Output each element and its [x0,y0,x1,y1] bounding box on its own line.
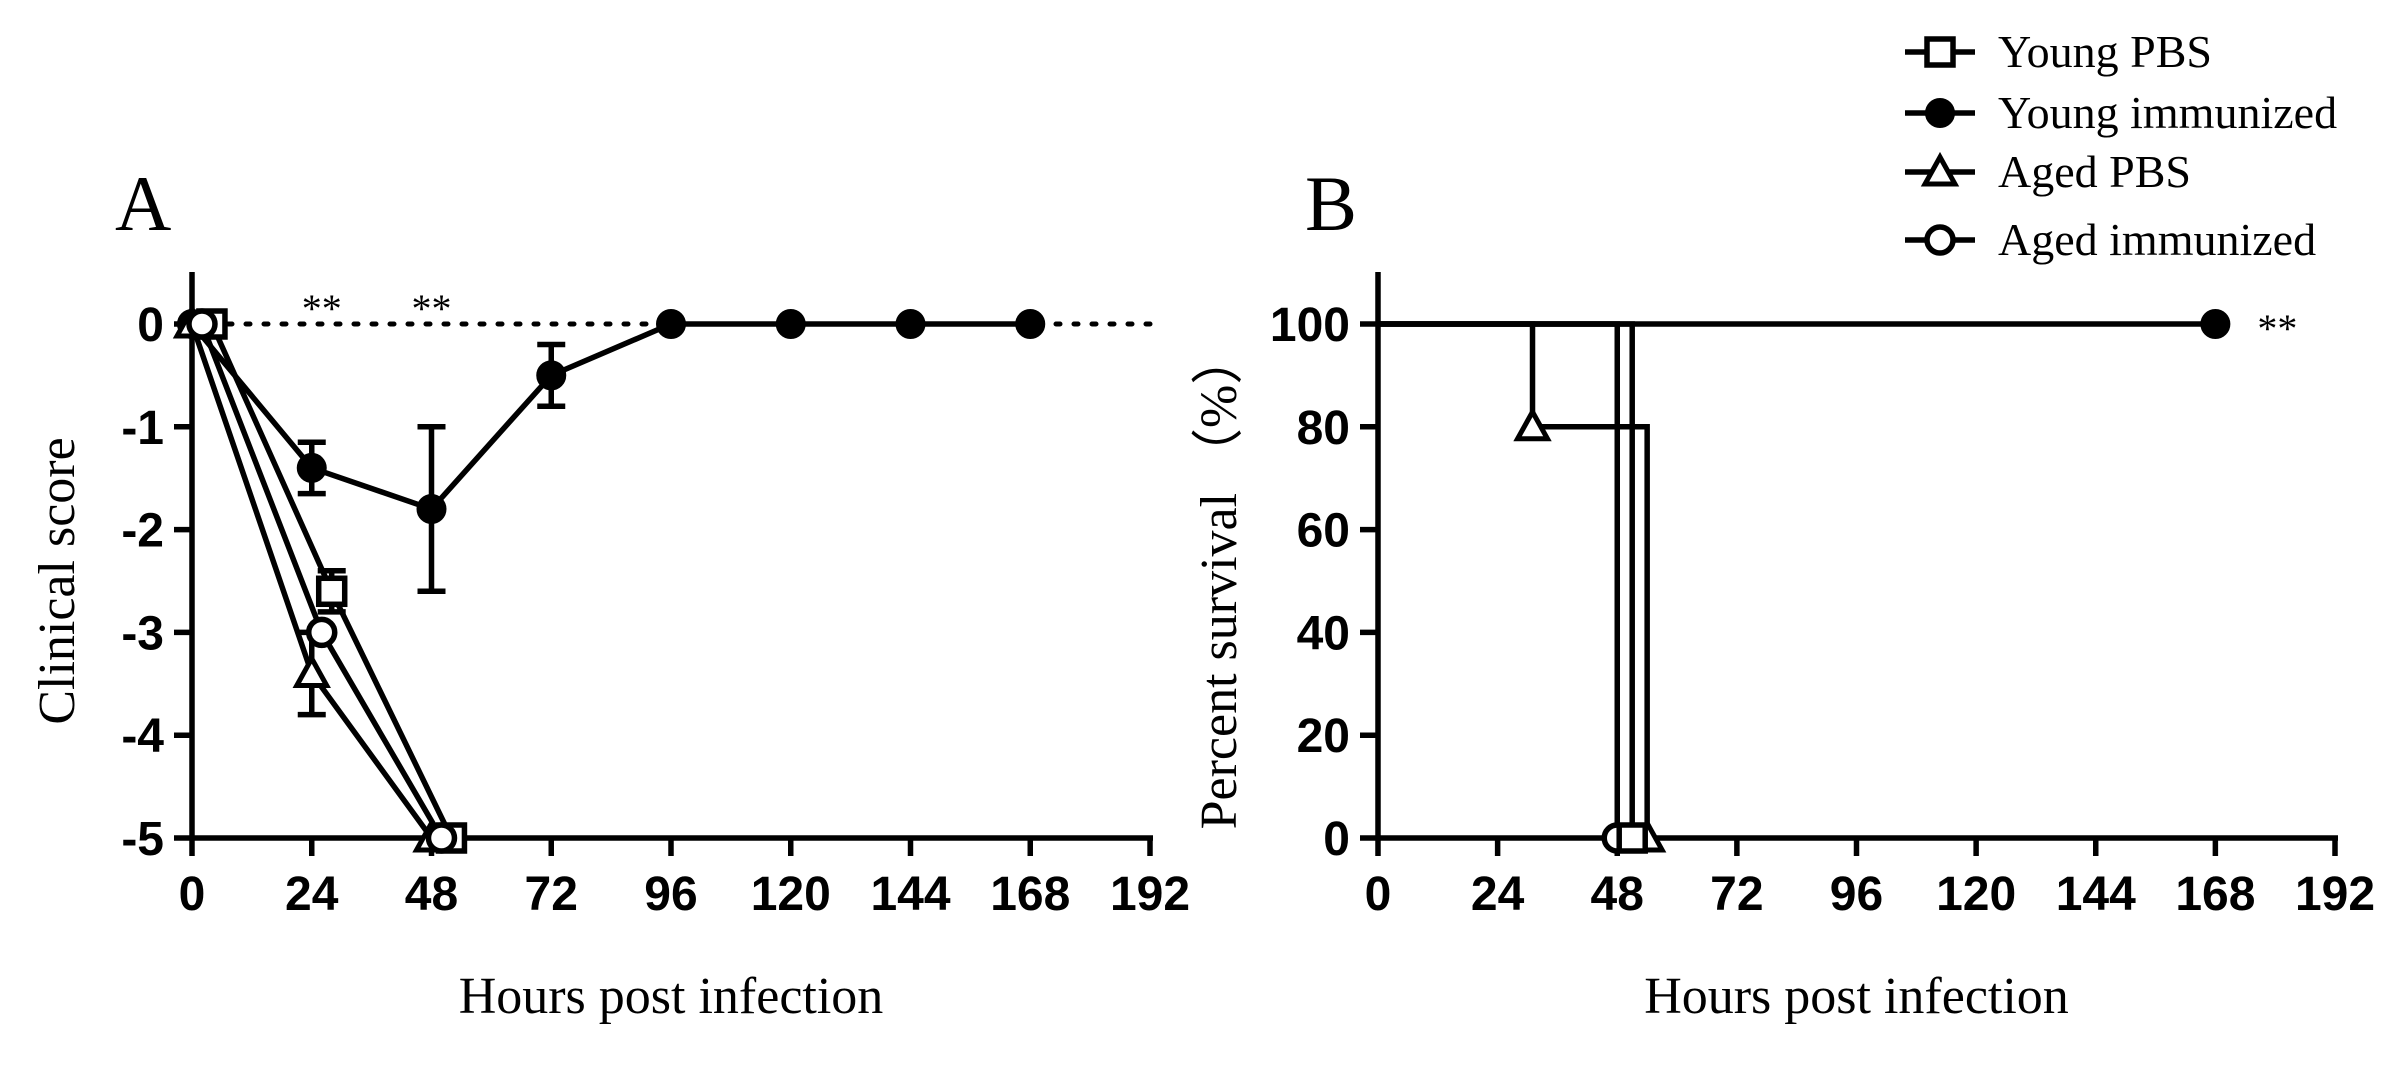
panel-a-x-tick-label: 120 [751,868,831,921]
panel-a-x-tick-label: 48 [405,868,458,921]
panel-b-y-tick-label: 80 [1297,402,1350,455]
legend-label: Aged immunized [1998,214,2316,265]
panel-a-x-tick-label: 24 [285,868,339,921]
panel-b-series-aged-immunized-line [1378,321,1620,838]
legend-item: Aged PBS [1905,146,2191,197]
panel-b-x-tick-label: 96 [1830,868,1883,921]
legend-label: Young PBS [1998,26,2212,77]
panel-a-x-tick-label: 192 [1110,868,1190,921]
panel-a-series-aged-pbs-point [292,653,331,688]
panel-b-significance-label: ** [2257,306,2297,351]
panel-b-x-tick-label: 192 [2295,868,2375,921]
legend-label: Young immunized [1998,87,2337,138]
panel-a-y-axis-title: Clinical score [29,437,86,724]
panel-a-series-young-immunized [177,309,1046,595]
panel-a-series-young-pbs [196,308,468,854]
panel-a-x-tick-label: 0 [179,868,206,921]
panel-a-chart: A 0 24 48 72 96 120 144 168 192 0 -1 -2 -3 -4 -5 Hours p… [29,160,1190,1025]
panel-a-series-young-immunized-point [656,309,686,339]
panel-a-y-tick-label: -2 [121,505,164,558]
panel-b-x-axis-title: Hours post infection [1644,968,2069,1025]
panel-a-significance-label: ** [302,286,342,331]
panel-b-series-aged-immunized [1378,321,1633,854]
panel-a-series-young-pbs-point [315,575,348,608]
legend-item: Young immunized [1905,87,2337,138]
panel-a-y-tick-label: -5 [121,813,164,866]
panel-b-series-young-immunized-point [2200,309,2231,339]
panel-b-y-tick-label: 40 [1297,607,1350,660]
panel-b-x-tick-label: 24 [1471,868,1525,921]
panel-b-x-tick-label: 144 [2056,868,2136,921]
panel-b-y-tick-label: 60 [1297,505,1350,558]
panel-b-series-aged-pbs-point [1513,406,1552,442]
legend-marker [1920,151,1960,187]
panel-a-series-young-immunized-point [536,360,567,391]
panel-b-x-tick-label: 72 [1710,868,1763,921]
panel-a-series-aged-immunized-point [186,308,218,340]
panel-b-y-tick-label: 20 [1297,710,1350,763]
panel-b-y-axis-title: Percent survival （%） [1191,333,1248,830]
panel-b-series-young-pbs-point [1616,822,1648,854]
panel-a-series-young-immunized-point [1015,309,1046,339]
panel-b-x-tick-label: 120 [1936,868,2016,921]
legend-item: Aged immunized [1905,214,2316,265]
panel-a-letter: A [115,160,171,247]
panel-a-x-tick-label: 72 [525,868,578,921]
panel-b-letter: B [1305,160,1357,247]
legend-item: Young PBS [1905,26,2212,77]
panel-b-x-tick-label: 0 [1365,868,1392,921]
panel-a-x-tick-label: 96 [644,868,697,921]
panel-b-chart: B 0 24 48 72 96 120 144 168 192 100 80 60 40 20 0 Hours … [1191,160,2375,1025]
panel-b-y-tick-label: 0 [1323,813,1350,866]
legend-label: Aged PBS [1998,146,2191,197]
panel-a-series-young-immunized-point [416,494,447,525]
panel-a-series-aged-pbs [172,303,451,853]
legend: Young PBS Young immunized Aged PBS Aged imm… [1905,26,2337,265]
panel-a-significance-label: ** [412,286,452,331]
panel-a-x-tick-label: 144 [870,868,950,921]
panel-a-series-young-immunized-point [296,452,327,483]
panel-a-x-axis-title: Hours post infection [459,968,884,1025]
panel-b-y-tick-label: 100 [1270,299,1350,352]
panel-b-x-tick-label: 48 [1591,868,1644,921]
legend-marker [1924,224,1956,256]
panel-b-series-aged-pbs-line [1378,321,1650,838]
panel-a-series-aged-immunized-point [425,822,458,854]
legend-marker [1924,36,1956,68]
panel-a-series-young-immunized-point [895,309,926,339]
panel-a-series-young-immunized-line [189,321,1031,513]
legend-marker [1925,98,1955,128]
panel-b-series-young-pbs [1378,321,1648,854]
panel-a-y-tick-label: -3 [121,607,164,660]
panel-b-x-tick-label: 168 [2175,868,2255,921]
panel-a-series-aged-immunized-point [305,616,338,649]
panel-a-y-tick-label: -4 [121,710,164,763]
panel-a-x-tick-label: 168 [990,868,1070,921]
panel-b-series-young-pbs-line [1378,321,1635,838]
panel-a-y-tick-label: 0 [137,299,164,352]
panel-a-series-young-immunized-point [775,309,806,339]
panel-a-y-tick-label: -1 [121,402,164,455]
panel-a-series-aged-immunized [186,308,458,854]
